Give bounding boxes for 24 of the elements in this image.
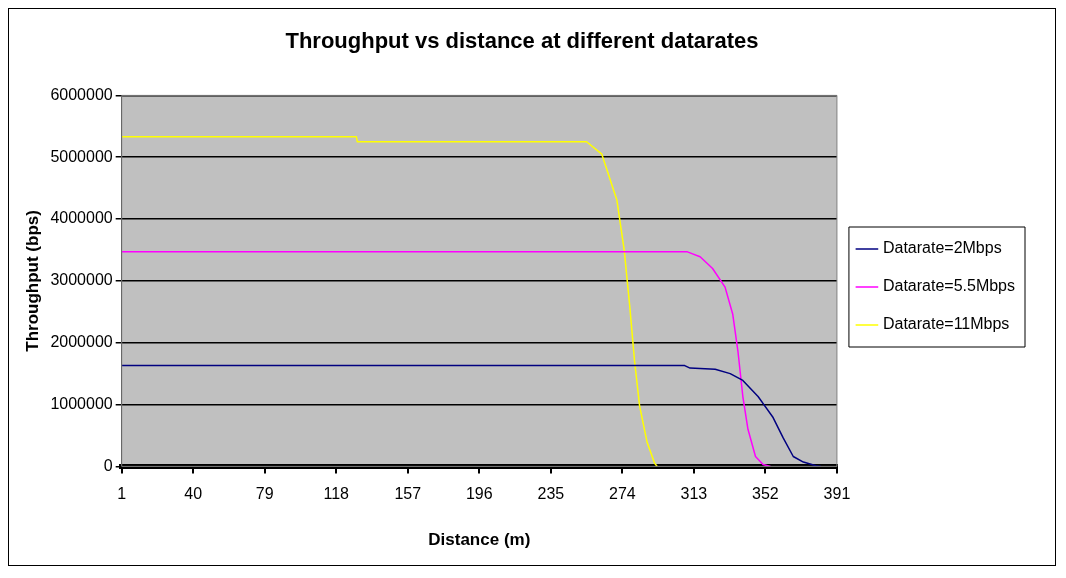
y-tick-label: 0: [103, 456, 113, 474]
x-tick-label: 391: [823, 485, 851, 503]
y-tick-label: 1000000: [50, 394, 113, 412]
x-tick-label: 313: [680, 485, 708, 503]
y-tick-label: 3000000: [50, 271, 113, 289]
x-tick-label: 235: [537, 485, 565, 503]
x-tick-label: 1: [117, 485, 127, 503]
chart-title: Throughput vs distance at different datarates: [285, 28, 759, 54]
x-axis-title: Distance (m): [428, 530, 531, 550]
x-tick-label: 118: [323, 485, 350, 503]
x-tick-label: 40: [184, 485, 203, 503]
y-tick-label: 5000000: [50, 147, 113, 165]
legend-label: Datarate=5.5Mbps: [882, 277, 1015, 295]
x-tick-label: 157: [394, 485, 422, 503]
x-tick-label: 79: [255, 485, 274, 503]
y-tick-label: 6000000: [50, 85, 113, 103]
y-tick-label: 2000000: [50, 333, 113, 351]
x-tick-label: 352: [752, 485, 779, 503]
legend-label: Datarate=2Mbps: [882, 239, 1002, 257]
x-tick-label: 274: [609, 485, 636, 503]
y-axis-title: Throughput (bps): [22, 210, 42, 352]
y-tick-label: 4000000: [50, 209, 113, 227]
x-tick-label: 196: [465, 485, 493, 503]
legend-label: Datarate=11Mbps: [882, 315, 1010, 333]
